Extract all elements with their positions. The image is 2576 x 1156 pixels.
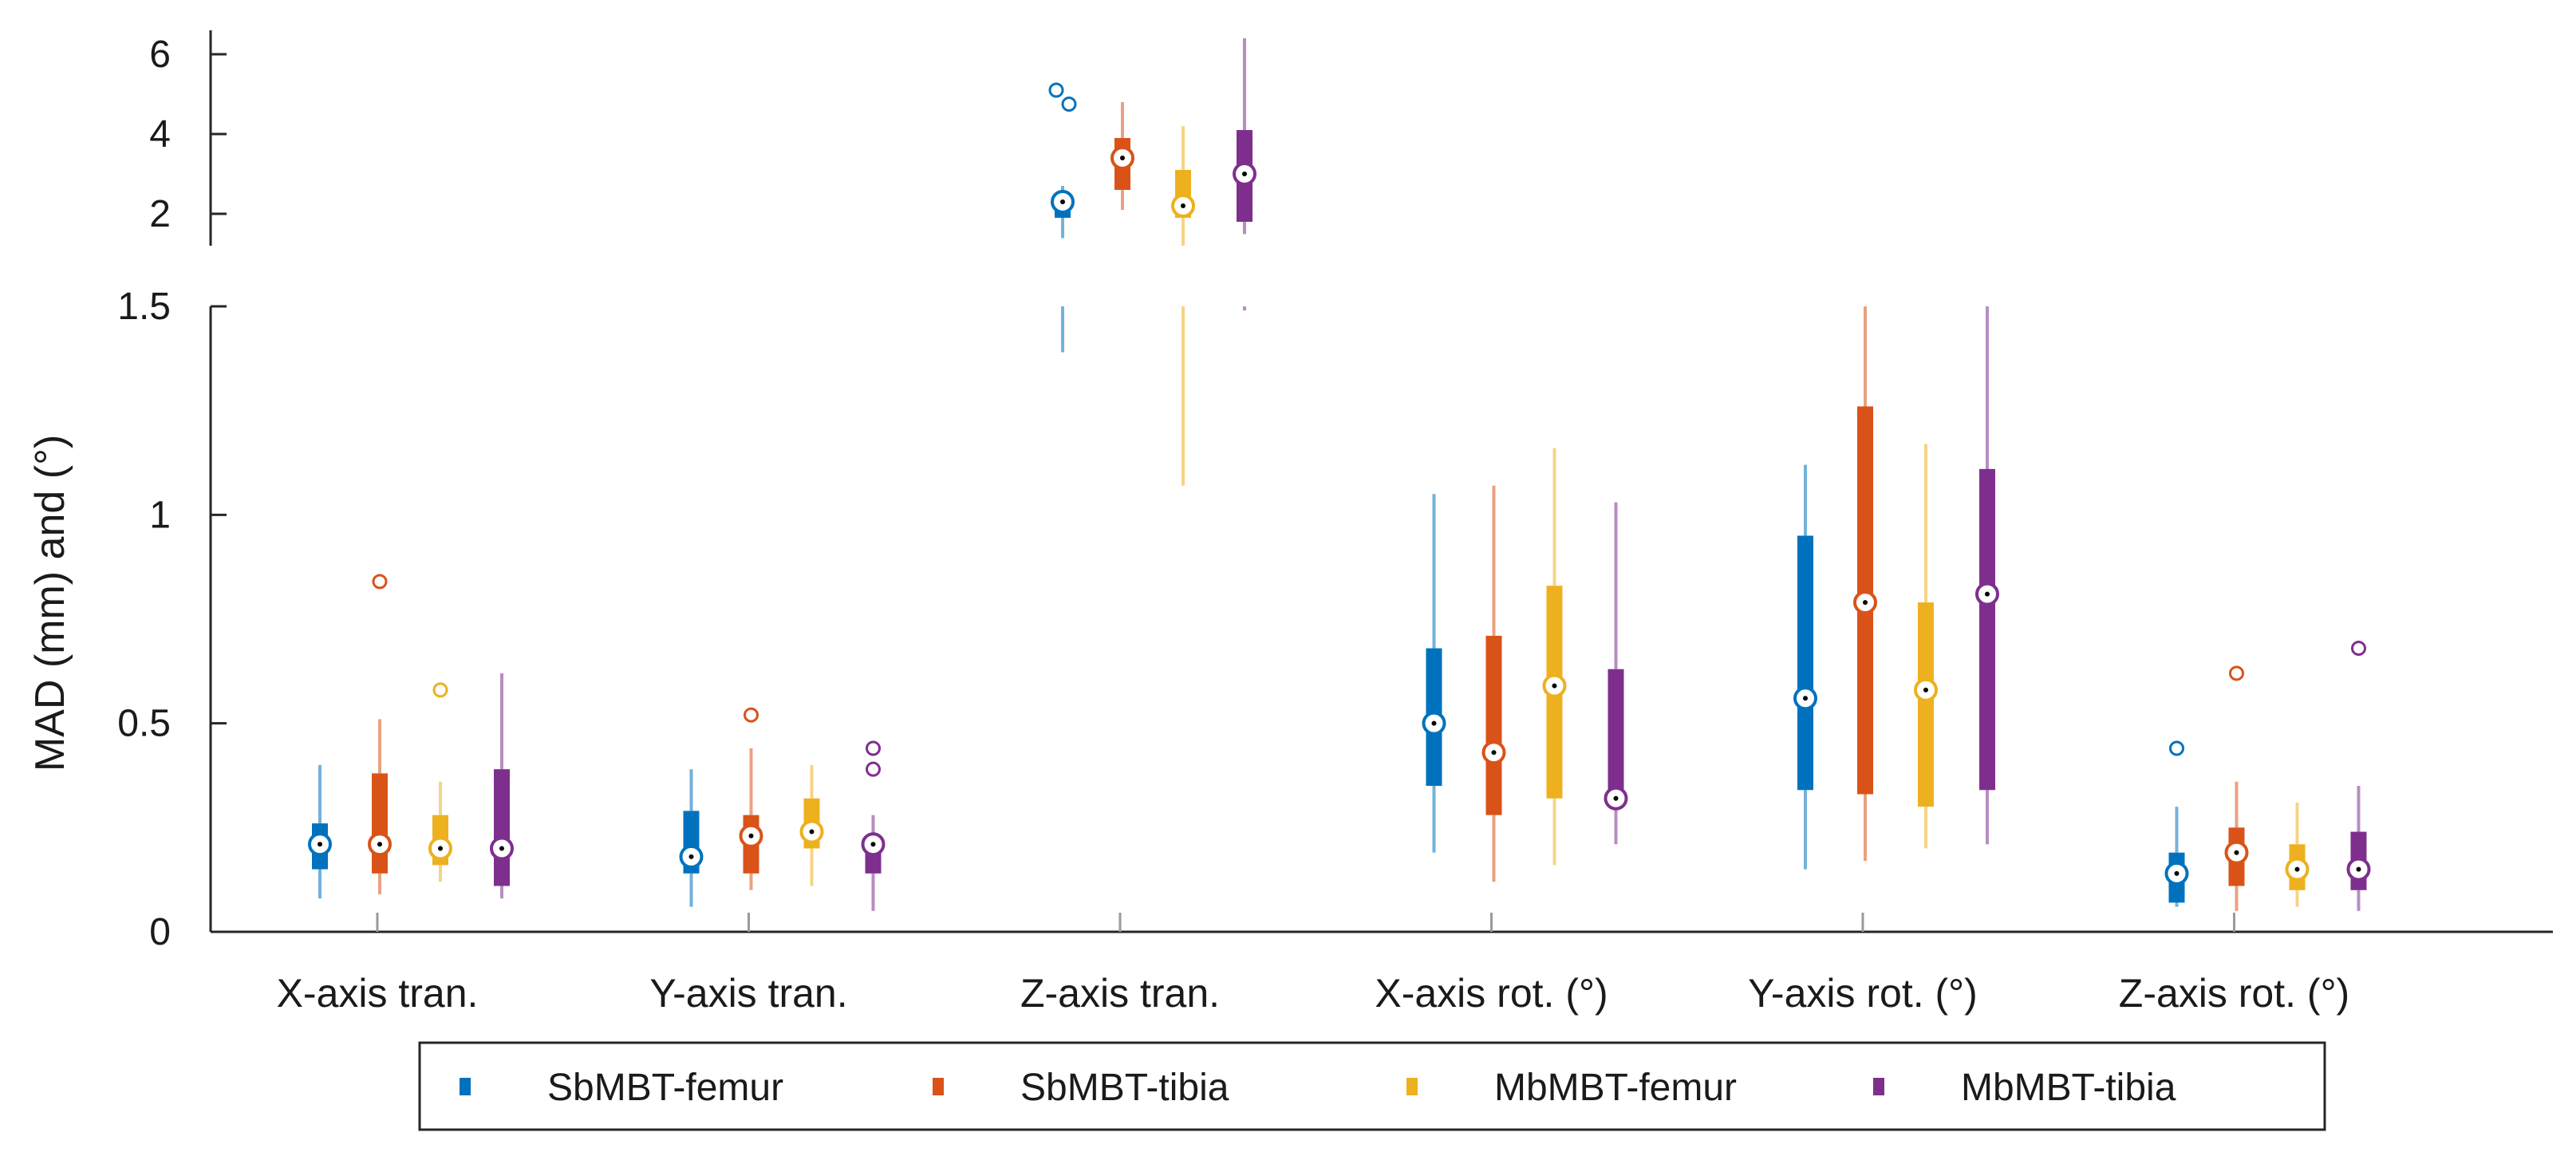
x-tick-label: Y-axis tran.	[649, 971, 847, 1016]
median-dot	[1863, 600, 1868, 606]
box-MbMBT-tibia-2	[1233, 38, 1256, 311]
median-dot	[2174, 870, 2180, 876]
box-MbMBT-femur-2	[1171, 126, 1195, 486]
x-tick-label: X-axis tran.	[277, 971, 479, 1016]
box-SbMBT-tibia-0	[368, 574, 392, 894]
y-tick-label-upper: 6	[149, 34, 171, 76]
median-dot	[1060, 199, 1065, 204]
box-MbMBT-femur-0	[428, 682, 452, 882]
box-iqr	[372, 773, 388, 874]
box-MbMBT-femur-5	[2285, 802, 2310, 907]
box-SbMBT-femur-4	[1793, 464, 1817, 870]
box-MbMBT-femur-4	[1914, 444, 1938, 849]
outlier	[866, 740, 881, 756]
x-tick-label: Z-axis tran.	[1020, 971, 1220, 1016]
median-dot	[688, 854, 694, 859]
legend-swatch	[1406, 1078, 1418, 1095]
box-MbMBT-tibia-3	[1604, 502, 1628, 845]
box-iqr	[1797, 535, 1813, 791]
median-dot	[2356, 866, 2361, 872]
y-tick-label-upper: 4	[149, 113, 171, 156]
outlier	[2169, 740, 2184, 756]
outlier	[1061, 97, 1077, 112]
y-tick-label-lower: 1	[149, 494, 171, 536]
median-dot	[1181, 203, 1185, 208]
outlier	[866, 761, 881, 777]
box-iqr	[1608, 669, 1624, 799]
y-tick-label-lower: 0	[149, 911, 171, 953]
box-SbMBT-femur-2	[1048, 82, 1077, 353]
box-MbMBT-tibia-0	[490, 673, 514, 899]
box-iqr	[494, 769, 510, 886]
axes: 0 0.5 1 1.5 2 4 6 MAD (mm) and (°) X-axis tran. Y…	[27, 30, 2553, 1016]
median-dot	[1120, 156, 1125, 160]
median-dot	[1803, 696, 1808, 701]
median-dot	[1923, 687, 1928, 692]
box-SbMBT-tibia-1	[739, 707, 763, 890]
median-dot	[809, 829, 815, 834]
median-dot	[1552, 683, 1557, 688]
box-SbMBT-tibia-2	[1110, 102, 1134, 210]
box-SbMBT-tibia-3	[1481, 485, 1506, 882]
box-iqr	[1979, 468, 1995, 791]
box-MbMBT-tibia-5	[2346, 641, 2371, 911]
legend-swatch	[460, 1078, 471, 1095]
box-SbMBT-tibia-4	[1853, 306, 1877, 862]
outlier	[372, 574, 388, 590]
y-tick-label-lower: 0.5	[117, 703, 171, 745]
median-dot	[1985, 591, 1990, 597]
legend-label: MbMBT-femur	[1494, 1067, 1737, 1109]
median-dot	[438, 846, 443, 851]
median-dot	[1491, 750, 1497, 756]
y-axis-label: MAD (mm) and (°)	[27, 435, 73, 771]
median-dot	[748, 833, 754, 838]
box-SbMBT-femur-1	[679, 769, 704, 907]
box-SbMBT-femur-5	[2164, 740, 2189, 907]
legend-label: MbMBT-tibia	[1961, 1067, 2176, 1109]
median-dot	[1242, 172, 1247, 176]
box-MbMBT-femur-3	[1542, 448, 1567, 866]
x-tick-label: X-axis rot. (°)	[1375, 971, 1608, 1016]
box-iqr	[1485, 635, 1502, 815]
outlier	[432, 682, 448, 698]
box-SbMBT-femur-0	[308, 764, 332, 899]
outlier	[2229, 665, 2244, 681]
outlier	[1048, 82, 1064, 98]
box-iqr	[1918, 602, 1934, 807]
legend-box	[418, 1041, 2326, 1131]
box-SbMBT-femur-3	[1422, 494, 1446, 853]
box-MbMBT-tibia-1	[861, 740, 886, 911]
median-dot	[870, 842, 876, 847]
x-tick-label: Z-axis rot. (°)	[2119, 971, 2349, 1016]
x-tick-label: Y-axis rot. (°)	[1748, 971, 1978, 1016]
legend: SbMBT-femur SbMBT-tibia MbMBT-femur MbMBT-t…	[418, 1041, 2326, 1131]
y-tick-label-upper: 2	[149, 193, 171, 235]
legend-swatch	[933, 1078, 944, 1095]
box-series	[308, 38, 2371, 911]
median-dot	[499, 846, 504, 851]
median-dot	[377, 842, 382, 847]
box-MbMBT-tibia-4	[1975, 306, 1999, 845]
median-dot	[2294, 866, 2300, 872]
median-dot	[318, 842, 322, 847]
y-tick-label-lower: 1.5	[117, 286, 171, 328]
box-MbMBT-femur-1	[799, 764, 824, 886]
outlier	[2351, 641, 2366, 657]
legend-label: SbMBT-femur	[547, 1067, 783, 1109]
median-dot	[2234, 850, 2239, 855]
box-SbMBT-tibia-5	[2224, 665, 2249, 911]
median-dot	[1431, 720, 1437, 726]
legend-label: SbMBT-tibia	[1020, 1067, 1229, 1109]
outlier	[744, 707, 759, 723]
median-dot	[1613, 795, 1619, 801]
legend-swatch	[1873, 1078, 1884, 1095]
